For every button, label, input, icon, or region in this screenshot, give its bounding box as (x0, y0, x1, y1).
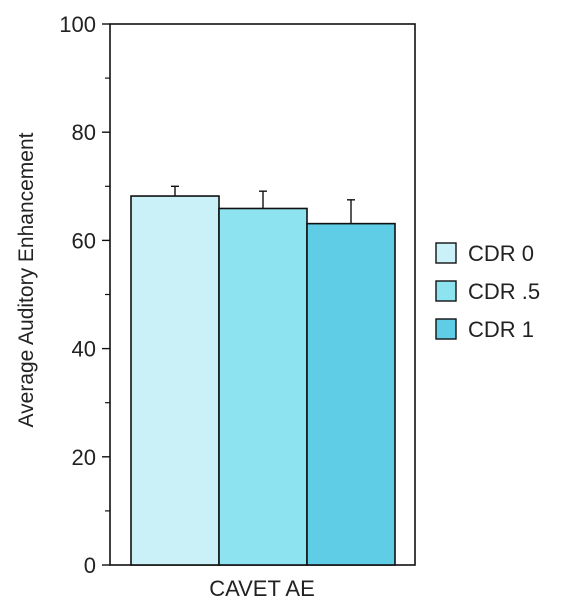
y-tick-label: 0 (84, 553, 96, 578)
x-category-label: CAVET AE (209, 576, 315, 601)
legend-swatch (435, 280, 457, 302)
legend: CDR 0 CDR .5 CDR 1 (435, 241, 540, 342)
legend-label: CDR .5 (468, 279, 540, 304)
bar (218, 207, 308, 566)
legend-label: CDR 0 (468, 241, 534, 266)
legend-label: CDR 1 (468, 317, 534, 342)
legend-swatch (435, 242, 457, 264)
y-tick-label: 60 (72, 228, 96, 253)
y-axis-title: Average Auditory Enhancement (15, 132, 38, 427)
y-tick-label: 80 (72, 120, 96, 145)
legend-swatch (435, 318, 457, 340)
plot-area (109, 23, 416, 566)
y-tick-label: 40 (72, 337, 96, 362)
x-axis: CAVET AE (209, 576, 315, 601)
y-tick-label: 100 (59, 12, 96, 37)
y-tick-label: 20 (72, 445, 96, 470)
bar (130, 195, 220, 566)
bar (306, 222, 396, 566)
y-axis: 0 20 40 60 80 100 (59, 12, 110, 578)
